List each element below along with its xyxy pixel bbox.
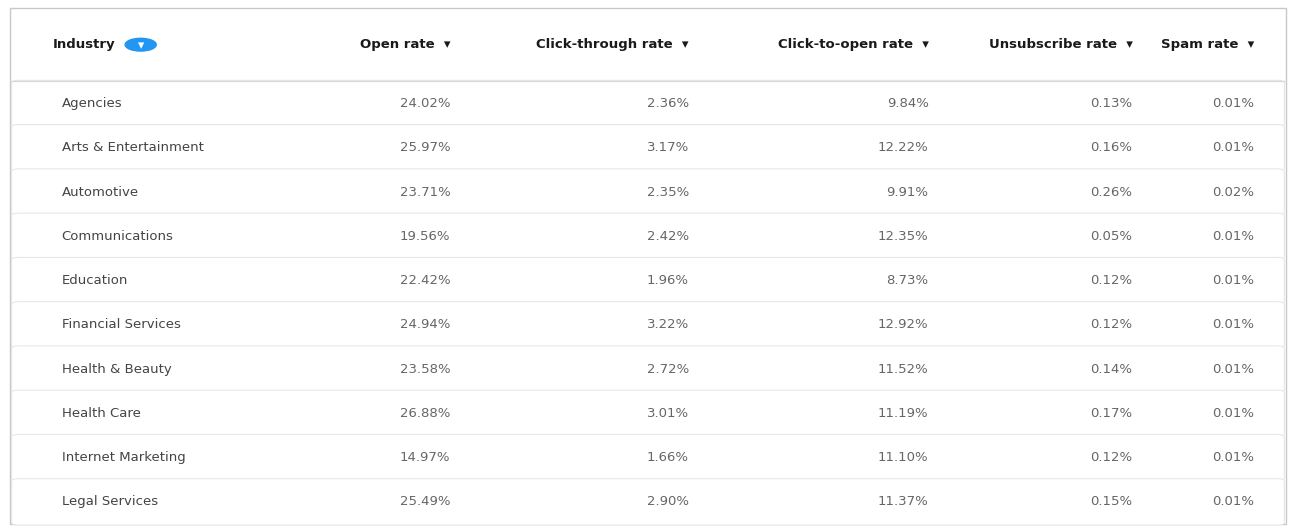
Text: 1.66%: 1.66% <box>647 451 688 464</box>
Text: Open rate  ▾: Open rate ▾ <box>360 38 450 51</box>
FancyBboxPatch shape <box>12 435 1284 481</box>
Text: 3.22%: 3.22% <box>647 318 688 331</box>
Text: Click-through rate  ▾: Click-through rate ▾ <box>537 38 688 51</box>
Text: 9.84%: 9.84% <box>886 97 928 110</box>
Text: Education: Education <box>62 274 128 287</box>
Text: 12.35%: 12.35% <box>877 230 928 243</box>
FancyBboxPatch shape <box>12 169 1284 215</box>
Text: 2.35%: 2.35% <box>647 186 688 198</box>
Text: 0.16%: 0.16% <box>1091 142 1133 154</box>
Text: ▾: ▾ <box>137 39 144 52</box>
FancyBboxPatch shape <box>12 390 1284 437</box>
Text: Communications: Communications <box>62 230 174 243</box>
Text: 22.42%: 22.42% <box>399 274 450 287</box>
Text: 0.01%: 0.01% <box>1212 407 1253 420</box>
Text: 2.42%: 2.42% <box>647 230 688 243</box>
Text: 11.37%: 11.37% <box>877 495 928 509</box>
FancyBboxPatch shape <box>12 479 1284 525</box>
Text: 24.94%: 24.94% <box>400 318 450 331</box>
Text: 8.73%: 8.73% <box>886 274 928 287</box>
Text: 2.36%: 2.36% <box>647 97 688 110</box>
FancyBboxPatch shape <box>12 302 1284 348</box>
Text: 12.22%: 12.22% <box>877 142 928 154</box>
Text: 0.01%: 0.01% <box>1212 274 1253 287</box>
Text: 0.02%: 0.02% <box>1212 186 1253 198</box>
Text: 0.26%: 0.26% <box>1091 186 1133 198</box>
Text: Click-to-open rate  ▾: Click-to-open rate ▾ <box>778 38 928 51</box>
Text: 9.91%: 9.91% <box>886 186 928 198</box>
Text: 3.17%: 3.17% <box>647 142 688 154</box>
Text: Health & Beauty: Health & Beauty <box>62 363 171 376</box>
Text: 3.01%: 3.01% <box>647 407 688 420</box>
Text: Internet Marketing: Internet Marketing <box>62 451 185 464</box>
Text: 26.88%: 26.88% <box>400 407 450 420</box>
Text: 0.01%: 0.01% <box>1212 318 1253 331</box>
FancyBboxPatch shape <box>12 213 1284 260</box>
Text: 0.14%: 0.14% <box>1091 363 1133 376</box>
Circle shape <box>126 38 157 51</box>
Text: 23.71%: 23.71% <box>399 186 450 198</box>
FancyBboxPatch shape <box>12 80 1284 127</box>
Text: 2.72%: 2.72% <box>647 363 688 376</box>
Text: Agencies: Agencies <box>62 97 122 110</box>
Text: 11.10%: 11.10% <box>877 451 928 464</box>
Text: 0.12%: 0.12% <box>1090 274 1133 287</box>
Text: 24.02%: 24.02% <box>400 97 450 110</box>
Text: Automotive: Automotive <box>62 186 139 198</box>
Text: 0.12%: 0.12% <box>1090 318 1133 331</box>
Text: 19.56%: 19.56% <box>400 230 450 243</box>
Text: Spam rate  ▾: Spam rate ▾ <box>1160 38 1253 51</box>
Text: 25.49%: 25.49% <box>400 495 450 509</box>
Text: 0.13%: 0.13% <box>1090 97 1133 110</box>
Text: 11.52%: 11.52% <box>877 363 928 376</box>
Text: 0.17%: 0.17% <box>1090 407 1133 420</box>
Text: Arts & Entertainment: Arts & Entertainment <box>62 142 203 154</box>
Text: 0.01%: 0.01% <box>1212 142 1253 154</box>
Text: 0.01%: 0.01% <box>1212 363 1253 376</box>
Text: 2.90%: 2.90% <box>647 495 688 509</box>
Text: 12.92%: 12.92% <box>877 318 928 331</box>
Text: 0.15%: 0.15% <box>1090 495 1133 509</box>
Text: 0.01%: 0.01% <box>1212 97 1253 110</box>
Text: Legal Services: Legal Services <box>62 495 158 509</box>
Text: 1.96%: 1.96% <box>647 274 688 287</box>
Text: 0.01%: 0.01% <box>1212 451 1253 464</box>
Text: Health Care: Health Care <box>62 407 140 420</box>
FancyBboxPatch shape <box>12 124 1284 171</box>
FancyBboxPatch shape <box>12 257 1284 304</box>
Text: 0.12%: 0.12% <box>1090 451 1133 464</box>
Text: Financial Services: Financial Services <box>62 318 180 331</box>
Text: 23.58%: 23.58% <box>399 363 450 376</box>
Text: 14.97%: 14.97% <box>400 451 450 464</box>
FancyBboxPatch shape <box>12 346 1284 392</box>
Text: 11.19%: 11.19% <box>877 407 928 420</box>
Text: 0.05%: 0.05% <box>1091 230 1133 243</box>
Text: Industry: Industry <box>53 38 115 51</box>
Text: Unsubscribe rate  ▾: Unsubscribe rate ▾ <box>989 38 1133 51</box>
Text: 0.01%: 0.01% <box>1212 230 1253 243</box>
Text: 0.01%: 0.01% <box>1212 495 1253 509</box>
Text: 25.97%: 25.97% <box>399 142 450 154</box>
